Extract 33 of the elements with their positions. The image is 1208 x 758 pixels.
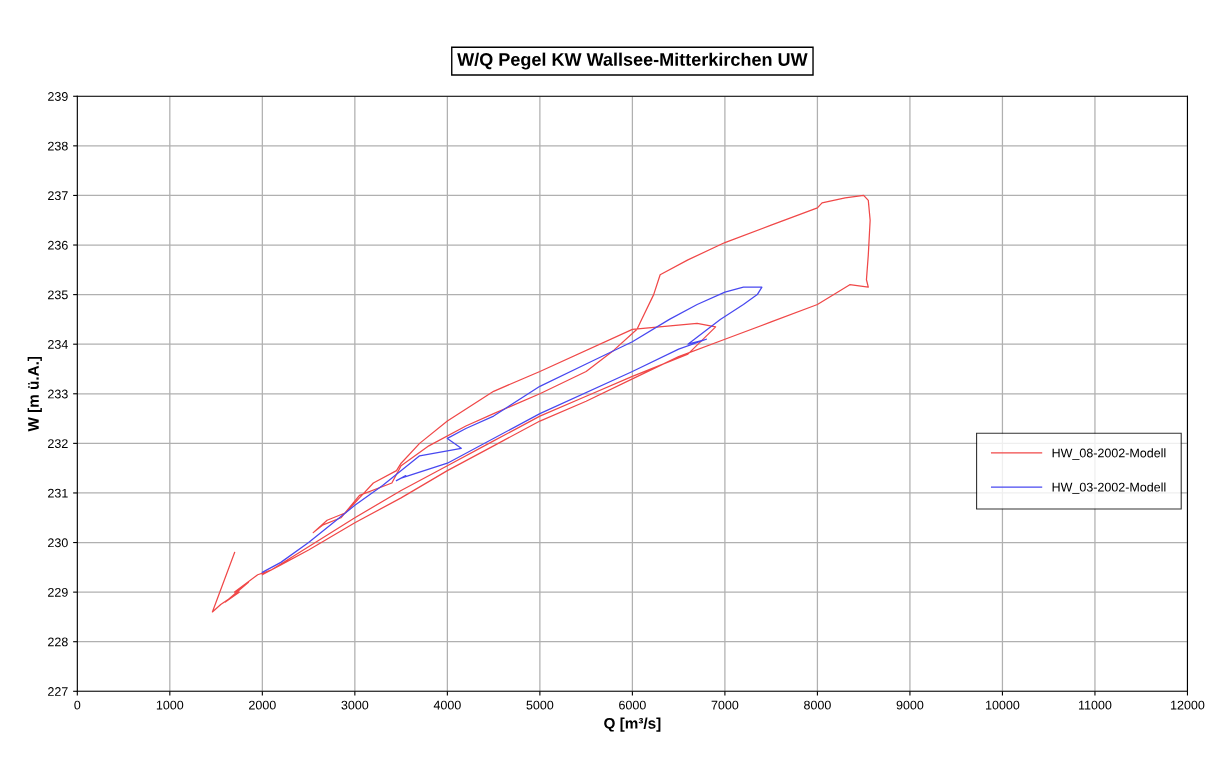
legend-label: HW_03-2002-Modell — [1052, 482, 1166, 494]
y-tick-label: 236 — [48, 240, 68, 250]
legend-label: HW_08-2002-Modell — [1052, 448, 1166, 460]
y-tick-label: 235 — [48, 290, 68, 300]
y-tick-label: 239 — [48, 92, 68, 101]
chart-title: W/Q Pegel KW Wallsee-Mitterkirchen UW — [457, 52, 808, 70]
x-tick-label: 4000 — [433, 700, 461, 710]
y-tick-label: 237 — [48, 191, 68, 201]
y-tick-label: 233 — [48, 389, 68, 399]
x-tick-label: 1000 — [156, 700, 184, 710]
y-tick-label: 228 — [48, 637, 68, 647]
y-tick-label: 230 — [48, 538, 68, 548]
line-series — [211, 194, 871, 613]
y-tick-label: 238 — [48, 141, 68, 151]
x-tick-label: 0 — [74, 700, 81, 710]
x-axis-title: Q [m³/s] — [604, 717, 661, 732]
x-tick-label: 9000 — [896, 700, 924, 710]
x-tick-label: 5000 — [526, 700, 554, 710]
x-tick-label: 10000 — [986, 700, 1020, 710]
y-axis-title: W [m ü.A.] — [27, 356, 42, 432]
x-tick-label: 12000 — [1171, 700, 1205, 710]
y-tick-label: 231 — [48, 488, 68, 498]
x-tick-label: 11000 — [1078, 700, 1112, 710]
line-series — [261, 286, 763, 573]
x-tick-label: 6000 — [619, 700, 646, 710]
y-tick-label: 232 — [48, 439, 68, 449]
x-tick-label: 3000 — [341, 700, 369, 710]
x-tick-label: 8000 — [804, 700, 831, 710]
y-tick-label: 234 — [48, 340, 68, 349]
y-tick-label: 229 — [48, 587, 68, 597]
x-tick-label: 2000 — [249, 700, 276, 710]
y-tick-label: 227 — [48, 687, 68, 696]
x-tick-label: 7000 — [711, 700, 739, 710]
